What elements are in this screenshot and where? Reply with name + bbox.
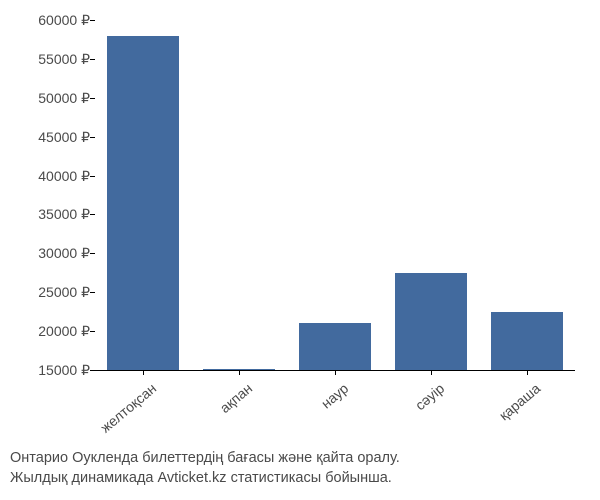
bar bbox=[395, 273, 467, 370]
plot-area: 15000 ₽20000 ₽25000 ₽30000 ₽35000 ₽40000… bbox=[95, 20, 575, 371]
y-tick-mark bbox=[90, 253, 95, 254]
x-tick-label: қараша bbox=[441, 380, 543, 469]
ticket-price-chart: 15000 ₽ 20000 ₽ 25000 ₽ 30000 ₽ 35000 ₽ 40000… bbox=[0, 0, 600, 500]
y-tick-mark bbox=[90, 370, 95, 371]
y-tick-mark bbox=[90, 98, 95, 99]
x-tick-mark bbox=[143, 370, 144, 375]
y-tick-label: 25000 ₽ bbox=[10, 285, 90, 299]
chart-caption: Онтарио Оукленда билеттердің бағасы және… bbox=[10, 448, 400, 489]
y-tick-label: 45000 ₽ bbox=[10, 130, 90, 144]
x-tick-mark bbox=[239, 370, 240, 375]
y-tick-mark bbox=[90, 137, 95, 138]
y-tick-mark bbox=[90, 214, 95, 215]
y-tick-label: 30000 ₽ bbox=[10, 246, 90, 260]
caption-line-1: Онтарио Оукленда билеттердің бағасы және… bbox=[10, 448, 400, 468]
caption-line-2: Жылдық динамикада Avticket.kz статистика… bbox=[10, 468, 400, 488]
y-tick-mark bbox=[90, 292, 95, 293]
y-tick-mark bbox=[90, 331, 95, 332]
y-tick-label: 15000 ₽ bbox=[10, 363, 90, 377]
y-tick-label: 50000 ₽ bbox=[10, 91, 90, 105]
bar bbox=[107, 36, 179, 370]
x-tick-mark bbox=[431, 370, 432, 375]
bar bbox=[299, 323, 371, 370]
y-tick-mark bbox=[90, 20, 95, 21]
bar bbox=[491, 312, 563, 370]
y-tick-label: 55000 ₽ bbox=[10, 52, 90, 66]
y-tick-label: 35000 ₽ bbox=[10, 207, 90, 221]
y-tick-mark bbox=[90, 176, 95, 177]
x-tick-mark bbox=[335, 370, 336, 375]
y-tick-label: 40000 ₽ bbox=[10, 169, 90, 183]
y-tick-label: 20000 ₽ bbox=[10, 324, 90, 338]
x-tick-mark bbox=[527, 370, 528, 375]
y-tick-label: 60000 ₽ bbox=[10, 13, 90, 27]
y-tick-mark bbox=[90, 59, 95, 60]
